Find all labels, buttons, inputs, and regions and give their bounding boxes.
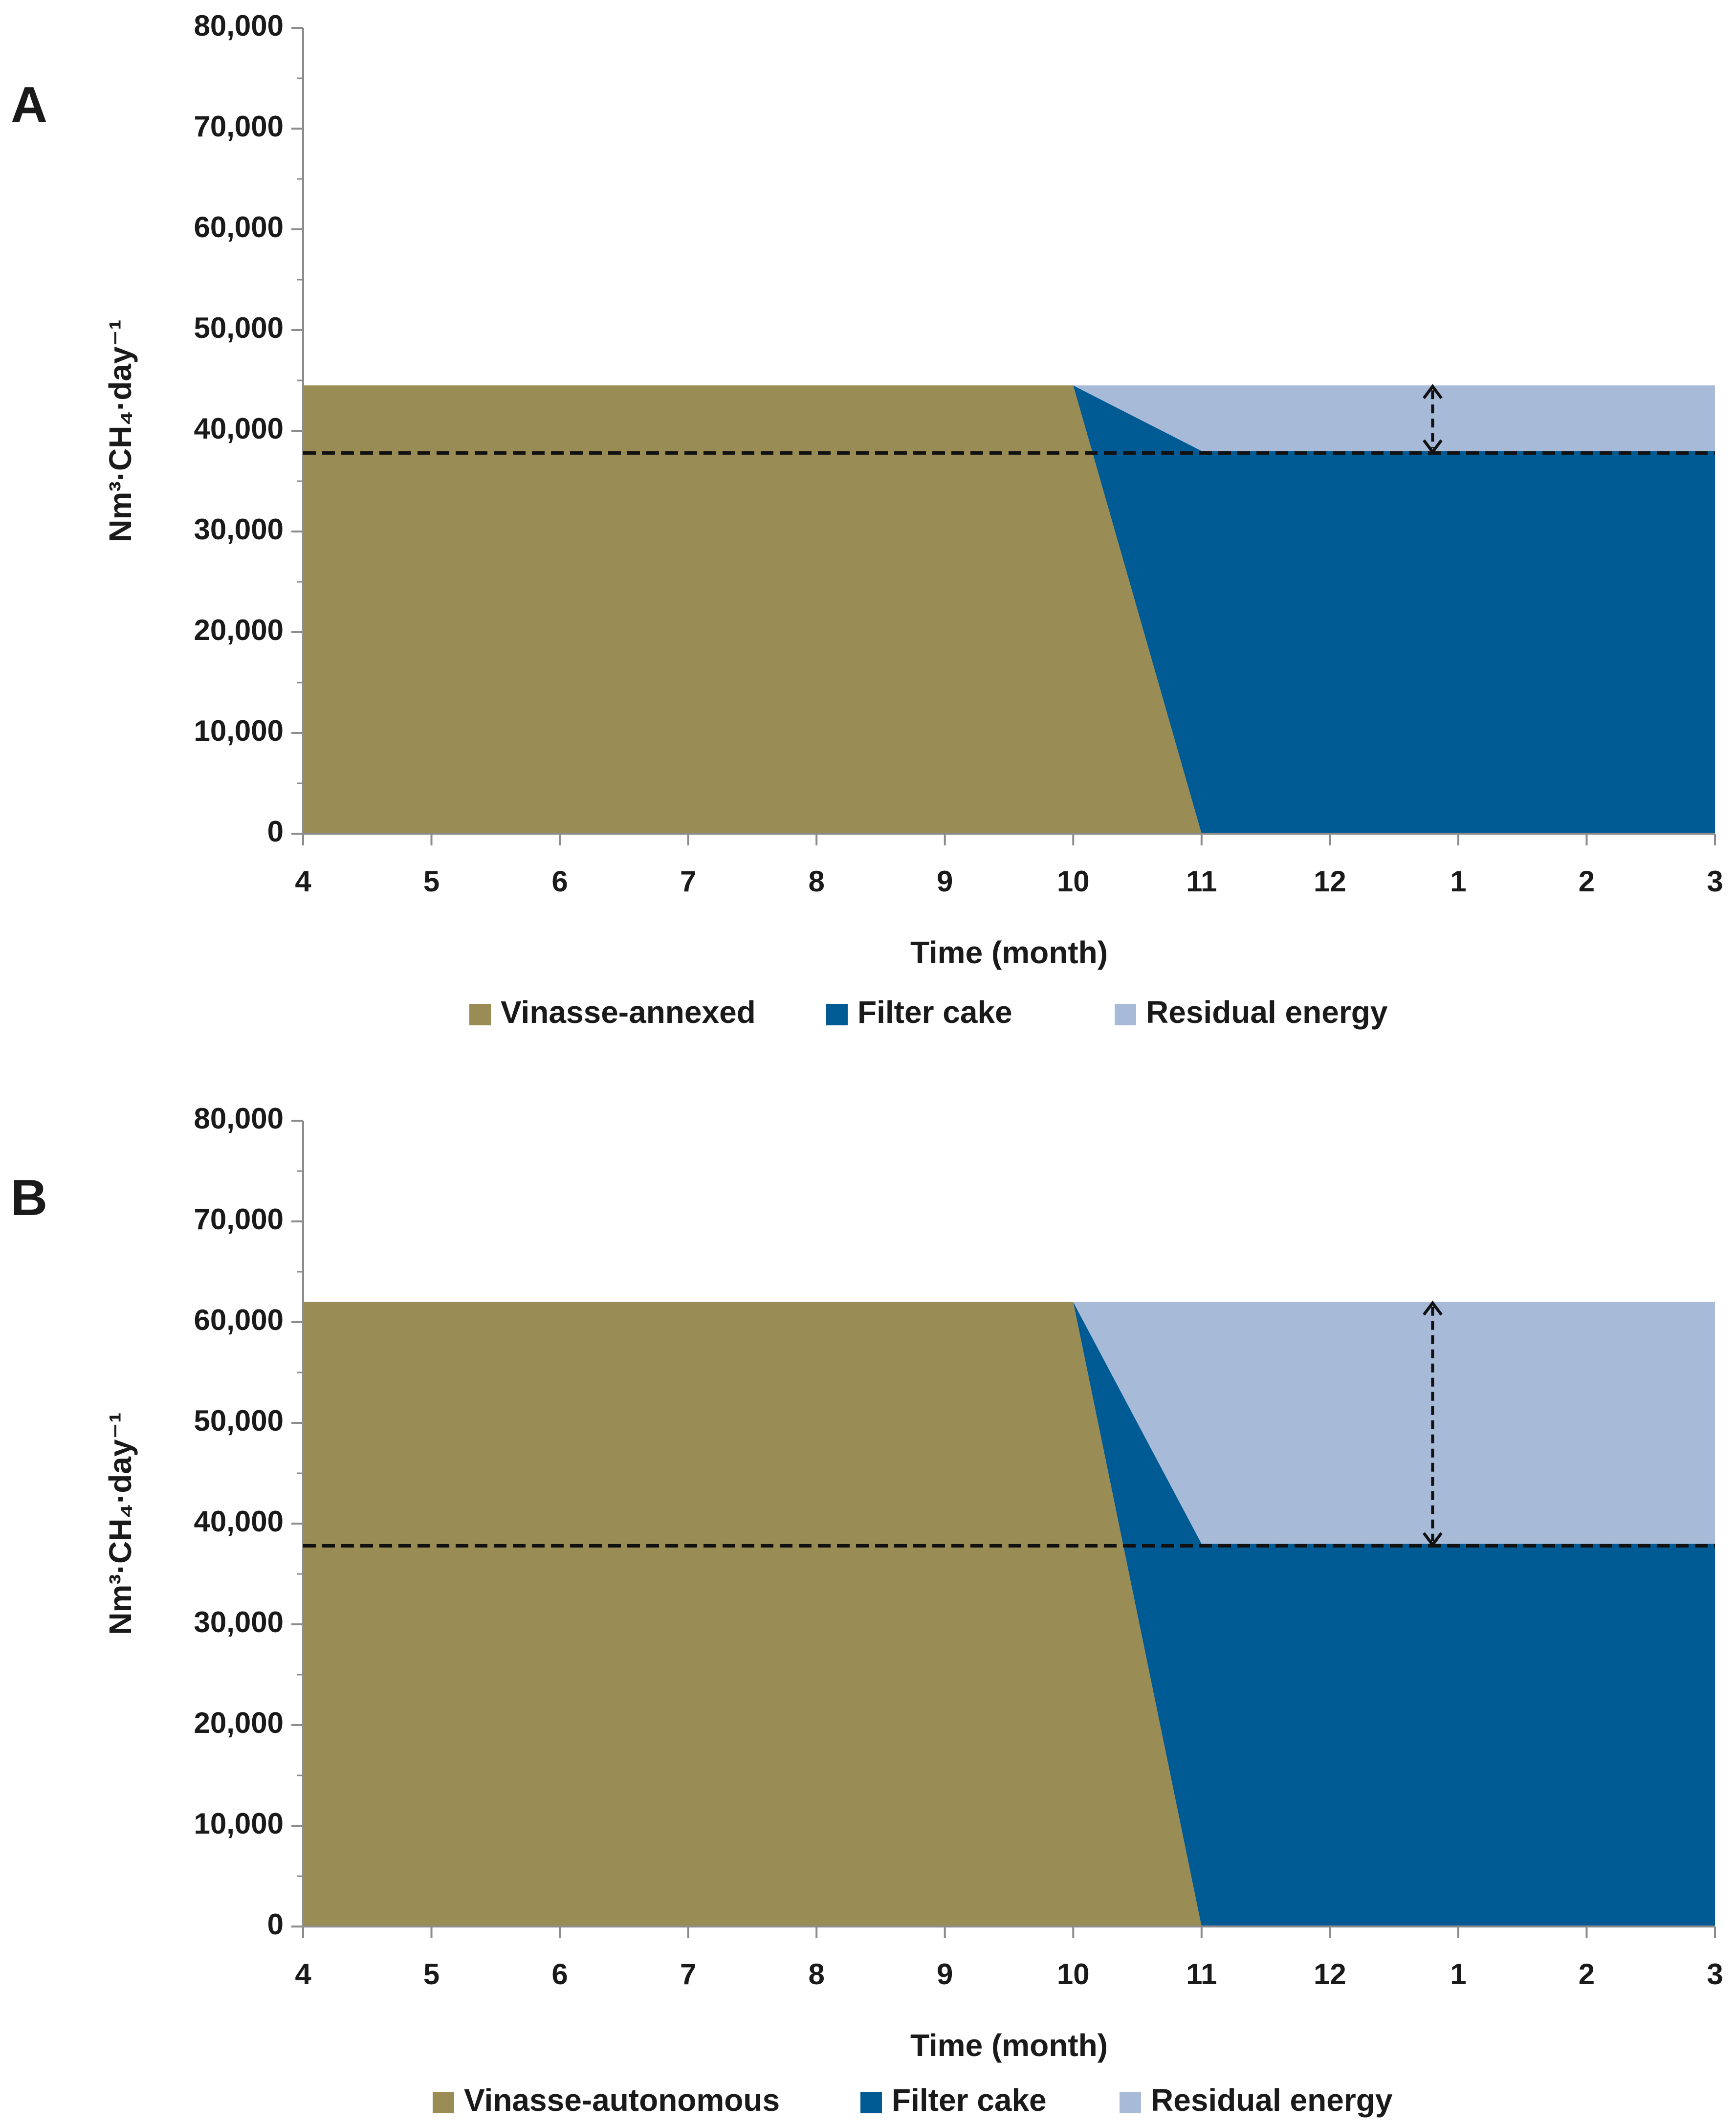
residual-arrow-head-top [1422,384,1443,399]
x-tick-label: 2 [1579,865,1595,898]
legend-label: Filter cake [857,995,1012,1030]
x-axis-title: Time (month) [910,2028,1108,2063]
area-vinasse-autonomous [303,1302,1715,1927]
legend-label: Filter cake [892,2082,1047,2118]
x-tick-label: 1 [1450,1958,1466,1991]
legend-swatch [433,2092,454,2113]
panel-letter: A [11,77,47,133]
residual-arrow-head-bottom [1422,1532,1443,1548]
y-axis-title: Nm³·CH₄·day⁻¹ [103,1412,138,1635]
x-tick-label: 3 [1707,1958,1723,1991]
x-tick-label: 9 [937,1958,953,1991]
y-tick-label: 20,000 [194,1706,284,1739]
legend-label: Residual energy [1151,2082,1393,2118]
x-tick-label: 6 [551,1958,568,1991]
x-axis-title: Time (month) [910,935,1108,970]
y-tick-label: 0 [267,815,284,848]
y-tick-label: 50,000 [194,311,284,344]
y-tick-label: 20,000 [194,614,284,646]
x-tick-label: 3 [1707,865,1723,898]
x-tick-label: 10 [1057,865,1090,898]
x-tick-label: 8 [808,1958,824,1991]
x-tick-label: 5 [423,865,439,898]
y-tick-label: 0 [267,1908,284,1941]
legend-swatch [1120,2092,1141,2113]
legend-label: Vinasse-annexed [501,995,756,1030]
x-tick-label: 9 [937,865,953,898]
y-tick-label: 10,000 [194,714,284,747]
x-tick-label: 4 [295,1958,311,1991]
x-tick-label: 7 [680,1958,696,1991]
x-tick-label: 7 [680,865,696,898]
y-tick-label: 60,000 [194,211,284,244]
legend-swatch [469,1004,491,1025]
residual-arrow-head-top [1422,1300,1443,1316]
area-filter-cake [303,385,1715,834]
legend-label: Residual energy [1146,995,1388,1030]
legend-swatch [1115,1004,1136,1025]
legend-swatch [860,2092,882,2113]
y-axis-title: Nm³·CH₄·day⁻¹ [103,319,138,542]
panel-a: 0 10,000 20,000 30,000 40,000 50,000 60,000 70,… [11,9,1723,1030]
residual-arrow-head-bottom [1422,439,1443,455]
x-tick-label: 5 [423,1958,439,1991]
y-tick-label: 30,000 [194,1606,284,1639]
y-tick-label: 80,000 [194,1102,284,1135]
x-tick-label: 4 [295,865,311,898]
y-tick-label: 70,000 [194,1203,284,1236]
y-tick-label: 40,000 [194,412,284,445]
area-residual-energy [303,1302,1715,1544]
x-tick-label: 6 [551,865,568,898]
y-tick-label: 10,000 [194,1807,284,1840]
legend-label: Vinasse-autonomous [464,2082,780,2118]
x-tick-label: 12 [1314,1958,1346,1991]
y-tick-label: 40,000 [194,1505,284,1538]
x-tick-label: 11 [1186,1958,1217,1991]
x-tick-label: 12 [1314,865,1346,898]
y-tick-label: 80,000 [194,9,284,42]
y-tick-label: 50,000 [194,1404,284,1437]
x-tick-label: 8 [808,865,824,898]
x-tick-label: 10 [1057,1958,1090,1991]
panel-b: 0 10,000 20,000 30,000 40,000 50,000 60,000 70,… [11,1102,1723,2118]
y-tick-label: 70,000 [194,110,284,143]
area-vinasse-annexed [303,385,1715,834]
panel-letter: B [11,1170,47,1226]
x-tick-label: 11 [1186,865,1217,898]
legend-swatch [826,1004,848,1025]
x-tick-label: 1 [1450,865,1466,898]
area-residual-energy [303,385,1715,451]
y-tick-label: 30,000 [194,513,284,546]
y-tick-label: 60,000 [194,1304,284,1336]
x-tick-label: 2 [1579,1958,1595,1991]
area-filter-cake [303,1302,1715,1927]
